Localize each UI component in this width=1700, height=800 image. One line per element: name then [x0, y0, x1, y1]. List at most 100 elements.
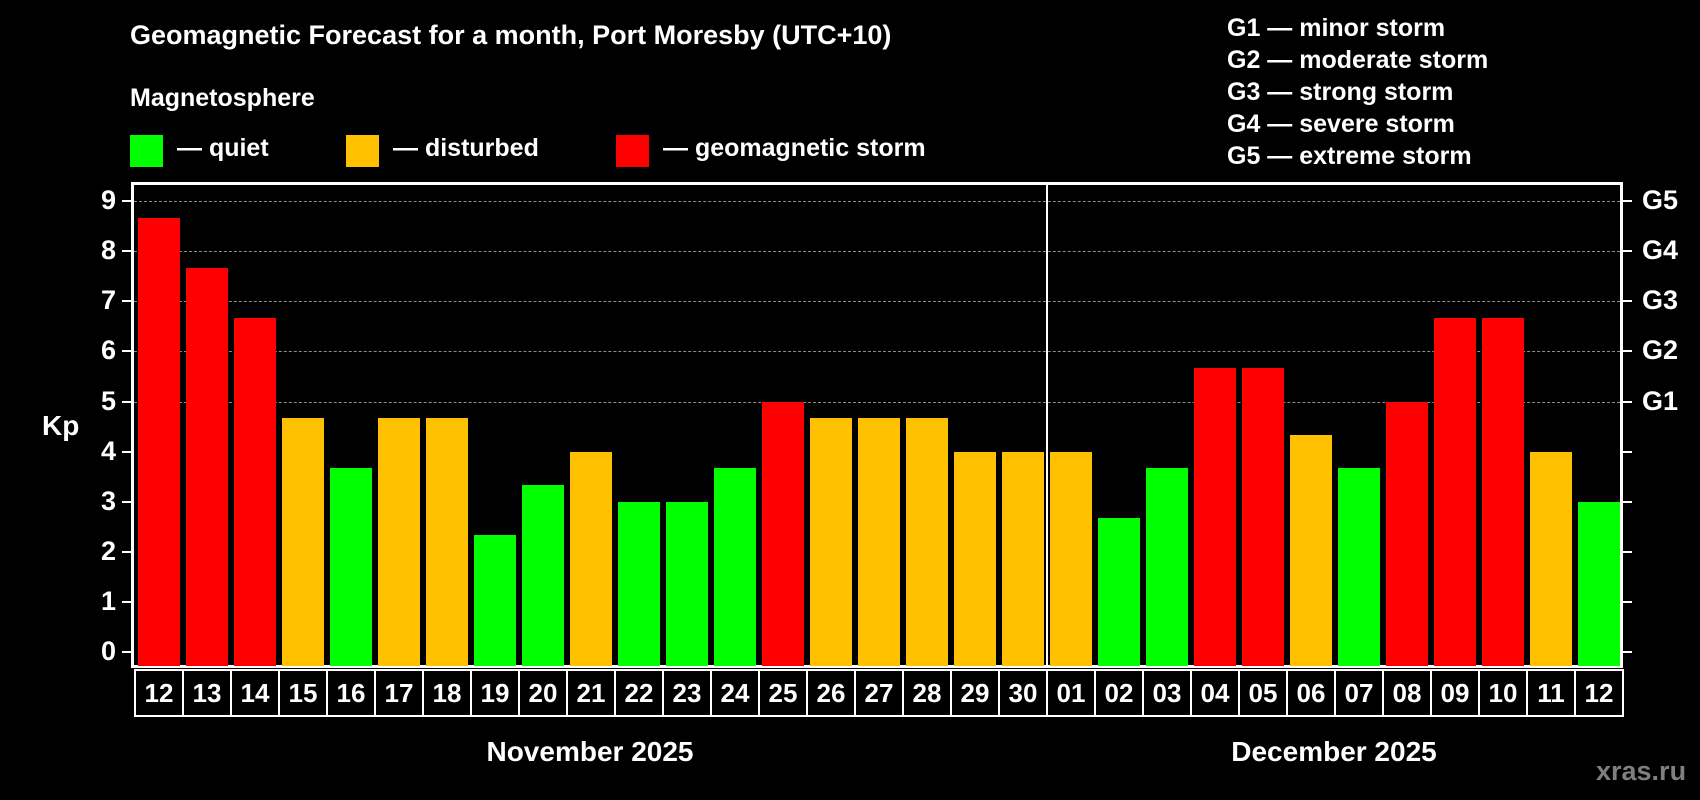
right-tick: [1623, 451, 1632, 453]
kp-bar: [714, 468, 756, 666]
kp-bar: [666, 502, 708, 666]
grid-line: [134, 251, 1620, 252]
kp-bar: [858, 418, 900, 666]
kp-bar: [330, 468, 372, 666]
date-cell: 24: [710, 669, 760, 717]
legend-swatch: [130, 135, 163, 167]
y-tick-label: 6: [100, 335, 116, 365]
y-tick: [122, 250, 131, 252]
kp-bar: [762, 402, 804, 666]
kp-bar: [1434, 318, 1476, 666]
grid-line: [134, 201, 1620, 202]
y-tick: [122, 501, 131, 503]
right-tick: [1623, 350, 1632, 352]
chart-title: Geomagnetic Forecast for a month, Port M…: [130, 20, 892, 50]
storm-scale-item: G3 — strong storm: [1227, 78, 1454, 106]
y-tick-label: 9: [100, 185, 116, 215]
legend-label: — disturbed: [393, 134, 539, 162]
g-scale-label: G3: [1642, 285, 1679, 315]
kp-bar: [522, 485, 564, 666]
g-scale-label: G1: [1642, 386, 1679, 416]
right-tick: [1623, 401, 1632, 403]
grid-line: [134, 402, 1620, 403]
kp-bar: [1338, 468, 1380, 666]
date-cell: 06: [1286, 669, 1336, 717]
kp-bar: [282, 418, 324, 666]
kp-bar: [1050, 452, 1092, 666]
date-cell: 20: [518, 669, 568, 717]
date-cell: 10: [1478, 669, 1528, 717]
kp-bar: [618, 502, 660, 666]
grid-line: [134, 351, 1620, 352]
date-cell: 15: [278, 669, 328, 717]
date-cell: 11: [1526, 669, 1576, 717]
y-tick-label: 1: [100, 586, 116, 616]
kp-bar: [474, 535, 516, 666]
date-cell: 08: [1382, 669, 1432, 717]
y-tick-label: 0: [100, 636, 116, 666]
right-tick: [1623, 651, 1632, 653]
date-cell: 02: [1094, 669, 1144, 717]
y-tick: [122, 651, 131, 653]
month-label: November 2025: [486, 736, 694, 767]
date-cell: 22: [614, 669, 664, 717]
month-label: December 2025: [1231, 736, 1437, 767]
kp-bar: [1386, 402, 1428, 666]
y-tick-label: 7: [100, 285, 116, 315]
legend-label: — geomagnetic storm: [663, 134, 926, 162]
kp-bar: [954, 452, 996, 666]
y-tick-label: 4: [100, 436, 116, 466]
y-tick-label: 3: [100, 486, 116, 516]
kp-bar: [138, 218, 180, 666]
kp-bar: [1290, 435, 1332, 666]
y-tick-label: 5: [100, 386, 116, 416]
kp-bar: [1482, 318, 1524, 666]
right-tick: [1623, 601, 1632, 603]
date-cell: 13: [182, 669, 232, 717]
date-cell: 07: [1334, 669, 1384, 717]
storm-scale-item: G1 — minor storm: [1227, 14, 1446, 42]
y-axis-label: Kp: [42, 410, 80, 441]
legend-label: — quiet: [177, 134, 269, 162]
date-cell: 21: [566, 669, 616, 717]
watermark: xras.ru: [1596, 756, 1687, 786]
date-cell: 12: [1574, 669, 1624, 717]
y-tick-label: 2: [100, 536, 116, 566]
y-tick: [122, 401, 131, 403]
date-cell: 17: [374, 669, 424, 717]
kp-bar: [1002, 452, 1044, 666]
legend-swatch: [346, 135, 379, 167]
date-cell: 18: [422, 669, 472, 717]
storm-scale-item: G5 — extreme storm: [1227, 142, 1472, 170]
g-scale-label: G4: [1642, 235, 1679, 265]
kp-bar: [1194, 368, 1236, 666]
g-scale-label: G5: [1642, 185, 1679, 215]
storm-scale-item: G2 — moderate storm: [1227, 46, 1489, 74]
date-cell: 01: [1046, 669, 1096, 717]
kp-bar: [570, 452, 612, 666]
kp-bar: [906, 418, 948, 666]
plot-frame: [131, 182, 1623, 668]
right-tick: [1623, 200, 1632, 202]
date-cell: 03: [1142, 669, 1192, 717]
legend-title: Magnetosphere: [130, 84, 315, 112]
kp-bar: [1098, 518, 1140, 666]
storm-scale-legend: G1 — minor storm G2 — moderate storm G3 …: [1227, 12, 1488, 172]
g-scale-label: G2: [1642, 335, 1679, 365]
storm-scale-item: G4 — severe storm: [1227, 110, 1455, 138]
date-cell: 19: [470, 669, 520, 717]
kp-bar: [810, 418, 852, 666]
right-tick: [1623, 300, 1632, 302]
right-tick: [1623, 551, 1632, 553]
date-cell: 29: [950, 669, 1000, 717]
y-tick: [122, 200, 131, 202]
month-divider: [1046, 183, 1048, 667]
kp-bar: [1530, 452, 1572, 666]
date-cell: 12: [134, 669, 184, 717]
date-cell: 26: [806, 669, 856, 717]
date-cell: 25: [758, 669, 808, 717]
date-cell: 30: [998, 669, 1048, 717]
date-cell: 14: [230, 669, 280, 717]
grid-line: [134, 301, 1620, 302]
y-tick: [122, 601, 131, 603]
